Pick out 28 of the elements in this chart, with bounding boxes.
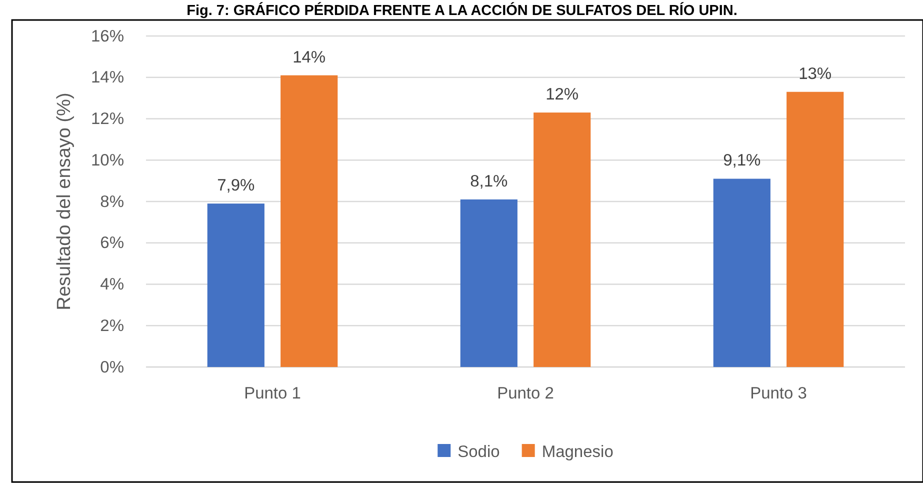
y-tick-label: 14% [90,68,124,87]
y-tick-label: 2% [100,316,124,335]
chart-title: Fig. 7: GRÁFICO PÉRDIDA FRENTE A LA ACCIÓN DE SULFATOS DEL RÍO UPIN. [186,2,738,19]
y-tick-label: 10% [90,151,124,170]
x-tick-label: Punto 3 [750,384,807,403]
bar [460,199,518,367]
bar [280,75,338,367]
bar [207,204,264,367]
y-axis-title: Resultado del ensayo (%) [54,92,75,310]
x-tick-label: Punto 2 [497,384,554,403]
bar [534,112,591,367]
y-tick-label: 6% [100,234,124,252]
legend-label: Sodio [458,443,500,461]
data-label: 12% [546,86,579,104]
x-tick-label: Punto 1 [244,384,301,403]
data-label: 14% [292,48,326,66]
y-tick-label: 0% [100,358,124,376]
y-tick-label: 16% [90,27,124,46]
y-tick-label: 4% [100,276,124,294]
data-label: 13% [798,64,832,83]
y-tick-label: 8% [100,192,124,211]
data-label: 7,9% [217,176,256,195]
data-label: 8,1% [470,172,508,190]
bar [713,178,770,367]
data-label: 9,1% [723,152,762,170]
legend-label: Magnesio [542,443,614,461]
bar [786,92,844,367]
y-tick-label: 12% [90,110,124,128]
